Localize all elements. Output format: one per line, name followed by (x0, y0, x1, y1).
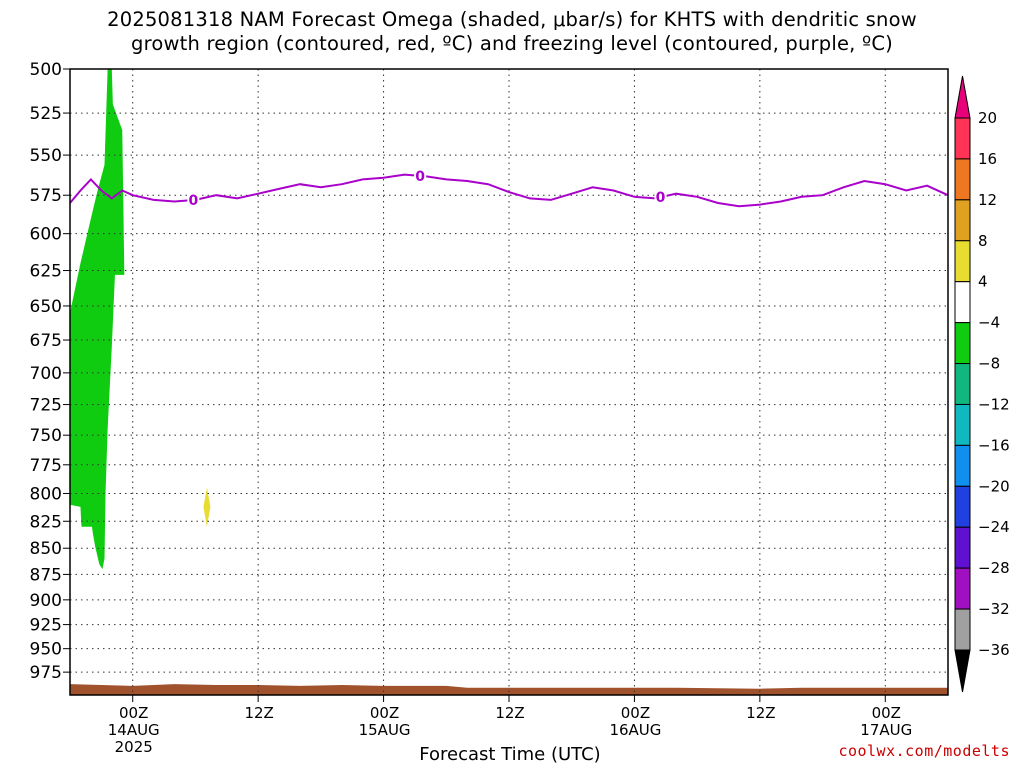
plot-area (70, 69, 948, 695)
y-tick-label: 675 (30, 331, 62, 351)
colorbar-bottom-arrow (954, 649, 971, 693)
y-tick-label: 850 (30, 539, 62, 559)
y-tick-label: 900 (30, 591, 62, 611)
colorbar-tick-label: −16 (978, 436, 1010, 454)
freezing-contour-label: 0 (188, 193, 198, 209)
y-tick-label: 725 (30, 396, 62, 416)
colorbar-swatch (954, 322, 971, 365)
y-tick-label: 875 (30, 565, 62, 585)
x-tick-date: 16AUG (609, 721, 661, 739)
x-tick-date: 17AUG (860, 721, 912, 739)
y-tick-label: 650 (30, 297, 62, 317)
omega-region (203, 487, 211, 527)
colorbar-tick-label: −28 (978, 559, 1010, 577)
x-axis-label-text: Forecast Time (UTC) (419, 744, 601, 765)
y-tick-label: 950 (30, 640, 62, 660)
chart-title: 2025081318 NAM Forecast Omega (shaded, μ… (0, 8, 1024, 56)
colorbar-swatch (954, 485, 971, 528)
y-tick-label: 500 (30, 60, 62, 80)
colorbar-swatch (954, 608, 971, 651)
surface-terrain (70, 684, 948, 695)
colorbar-swatch (954, 567, 971, 610)
colorbar-tick-label: −24 (978, 518, 1010, 536)
y-tick-label: 575 (30, 186, 62, 206)
y-axis-ticks: 500 525 550 575 600 625 650 675 700 725 750 775 800 8… (30, 60, 70, 683)
colorbar-tick-label: −20 (978, 477, 1010, 495)
colorbar-tick-label: 4 (978, 273, 988, 291)
x-tick-label: 00Z (621, 704, 650, 722)
freezing-level-contour: 0 0 0 (69, 167, 949, 209)
colorbar-swatch (954, 444, 971, 487)
colorbar-swatch (954, 526, 971, 569)
x-tick-label: 00Z (119, 704, 148, 722)
omega-shading (70, 69, 211, 570)
colorbar-tick-label: 16 (978, 150, 997, 168)
colorbar-tick-label: −32 (978, 600, 1010, 618)
y-tick-label: 550 (30, 146, 62, 166)
y-tick-label: 775 (30, 456, 62, 476)
colorbar-tick-label: 8 (978, 232, 988, 250)
colorbar-tick-label: −36 (978, 641, 1010, 659)
colorbar-tick-label: −8 (978, 355, 1000, 373)
chart-title-line2: growth region (contoured, red, ºC) and f… (131, 32, 893, 55)
y-tick-label: 750 (30, 426, 62, 446)
colorbar-top-arrow (954, 75, 971, 119)
colorbar-swatch (954, 117, 971, 160)
y-tick-label: 525 (30, 104, 62, 124)
freezing-contour-label: 0 (656, 190, 666, 206)
contour-label-bg (414, 167, 427, 184)
x-tick-label: 12Z (244, 704, 273, 722)
x-tick-year: 2025 (115, 738, 153, 756)
y-tick-label: 600 (30, 225, 62, 245)
colorbar-swatch (954, 240, 971, 283)
x-tick-date: 14AUG (108, 721, 160, 739)
colorbar-swatch (954, 158, 971, 201)
y-tick-label: 625 (30, 262, 62, 282)
colorbar-tick-label: −4 (978, 314, 1000, 332)
y-tick-label: 925 (30, 616, 62, 636)
colorbar-tick-label: 20 (978, 109, 997, 127)
surface-terrain-fill (70, 684, 948, 695)
x-axis-label: Forecast Time (UTC) (0, 744, 1024, 765)
colorbar-swatch (954, 199, 971, 242)
y-tick-label: 700 (30, 364, 62, 384)
source-credit: coolwx.com/modelts (838, 742, 1010, 760)
x-tick-label: 00Z (370, 704, 399, 722)
colorbar-tick-label: 12 (978, 191, 997, 209)
freezing-contour-label: 0 (415, 169, 425, 185)
freezing-level-line (69, 173, 949, 208)
colorbar-swatch (954, 363, 971, 405)
colorbar: 20 16 12 8 4 −4 −8 −12 −16 −20 −24 −28 −32 −36 (954, 75, 1010, 693)
colorbar-tick-label: −12 (978, 395, 1010, 413)
y-tick-label: 800 (30, 484, 62, 504)
x-tick-label: 00Z (872, 704, 901, 722)
contour-label-bg (654, 189, 667, 206)
x-tick-label: 12Z (495, 704, 524, 722)
x-tick-date: 15AUG (359, 721, 411, 739)
plot-background (70, 69, 948, 695)
omega-region (70, 69, 125, 570)
colorbar-swatch (954, 403, 971, 446)
colorbar-swatch (954, 281, 971, 324)
x-tick-label: 12Z (746, 704, 775, 722)
chart-title-line1: 2025081318 NAM Forecast Omega (shaded, μ… (107, 8, 917, 31)
contour-label-bg (187, 192, 200, 209)
y-tick-label: 825 (30, 512, 62, 532)
y-tick-label: 975 (30, 663, 62, 683)
